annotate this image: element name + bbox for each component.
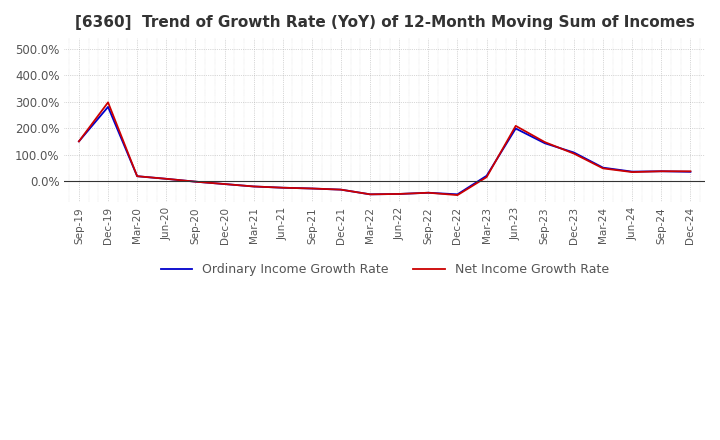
Net Income Growth Rate <box>162 176 171 181</box>
Ordinary Income Growth Rate <box>279 185 287 191</box>
Net Income Growth Rate <box>686 169 695 174</box>
Line: Ordinary Income Growth Rate: Ordinary Income Growth Rate <box>79 107 690 194</box>
Net Income Growth Rate <box>366 192 374 197</box>
Ordinary Income Growth Rate <box>482 173 491 179</box>
Ordinary Income Growth Rate <box>75 139 84 144</box>
Net Income Growth Rate <box>424 190 433 195</box>
Ordinary Income Growth Rate <box>191 179 199 184</box>
Ordinary Income Growth Rate <box>337 187 346 192</box>
Net Income Growth Rate <box>337 187 346 192</box>
Title: [6360]  Trend of Growth Rate (YoY) of 12-Month Moving Sum of Incomes: [6360] Trend of Growth Rate (YoY) of 12-… <box>75 15 695 30</box>
Ordinary Income Growth Rate <box>162 176 171 181</box>
Ordinary Income Growth Rate <box>511 126 520 131</box>
Ordinary Income Growth Rate <box>541 141 549 146</box>
Ordinary Income Growth Rate <box>395 191 404 197</box>
Net Income Growth Rate <box>482 175 491 180</box>
Ordinary Income Growth Rate <box>133 173 142 179</box>
Ordinary Income Growth Rate <box>307 186 316 191</box>
Net Income Growth Rate <box>220 181 229 187</box>
Ordinary Income Growth Rate <box>249 184 258 189</box>
Ordinary Income Growth Rate <box>628 169 636 174</box>
Ordinary Income Growth Rate <box>657 169 666 174</box>
Net Income Growth Rate <box>511 123 520 128</box>
Net Income Growth Rate <box>628 169 636 175</box>
Net Income Growth Rate <box>453 192 462 198</box>
Net Income Growth Rate <box>599 166 608 171</box>
Ordinary Income Growth Rate <box>220 181 229 187</box>
Ordinary Income Growth Rate <box>104 104 112 110</box>
Ordinary Income Growth Rate <box>424 190 433 195</box>
Net Income Growth Rate <box>104 100 112 105</box>
Ordinary Income Growth Rate <box>366 192 374 197</box>
Net Income Growth Rate <box>541 139 549 145</box>
Legend: Ordinary Income Growth Rate, Net Income Growth Rate: Ordinary Income Growth Rate, Net Income … <box>156 258 613 282</box>
Net Income Growth Rate <box>133 173 142 179</box>
Net Income Growth Rate <box>191 179 199 184</box>
Net Income Growth Rate <box>570 151 578 156</box>
Net Income Growth Rate <box>249 184 258 189</box>
Ordinary Income Growth Rate <box>686 169 695 175</box>
Net Income Growth Rate <box>395 191 404 197</box>
Net Income Growth Rate <box>279 185 287 191</box>
Ordinary Income Growth Rate <box>599 165 608 170</box>
Net Income Growth Rate <box>307 186 316 191</box>
Ordinary Income Growth Rate <box>570 150 578 155</box>
Line: Net Income Growth Rate: Net Income Growth Rate <box>79 103 690 195</box>
Ordinary Income Growth Rate <box>453 192 462 197</box>
Net Income Growth Rate <box>657 169 666 174</box>
Net Income Growth Rate <box>75 139 84 144</box>
